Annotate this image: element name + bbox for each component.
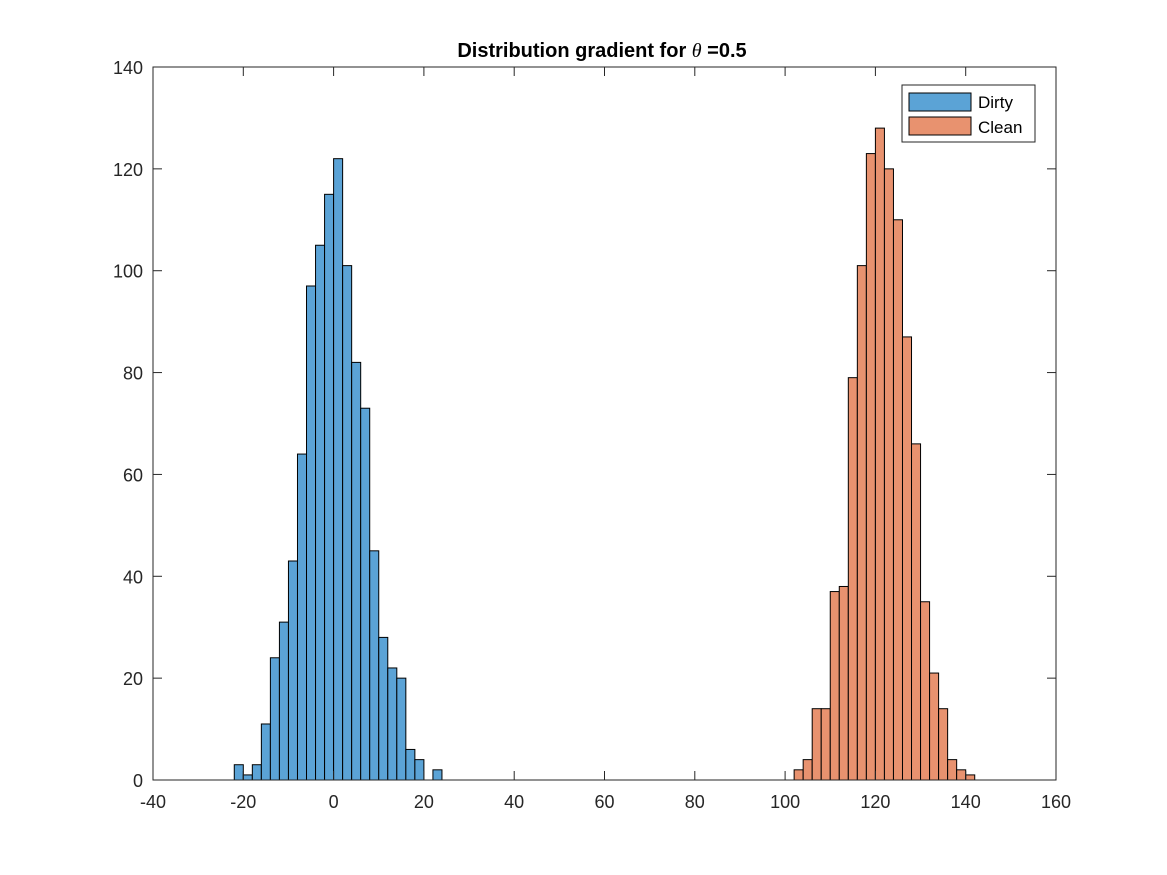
bar-clean-18: [956, 769, 967, 781]
legend-label-dirty: Dirty: [978, 93, 1013, 112]
bar-dirty-0: [233, 764, 244, 781]
x-tick-label: 40: [504, 792, 524, 812]
x-tick-label: 60: [594, 792, 614, 812]
y-tick-label: 60: [123, 465, 143, 485]
bar-dirty-8: [306, 285, 317, 781]
ticks-layer: -40 -20 0 20 40 60 80 100 120 140 160 0 20 40 60 80 100 1…: [113, 58, 1071, 812]
bar-dirty-20: [414, 759, 425, 781]
bar-clean-3: [820, 708, 831, 781]
chart-title-symbol: θ: [692, 40, 702, 62]
bar-dirty-6: [287, 560, 298, 781]
bar-dirty-14: [360, 407, 371, 781]
x-tick-label: 140: [951, 792, 981, 812]
bar-clean-14: [920, 601, 931, 781]
bar-clean-6: [847, 377, 858, 781]
bar-clean-10: [883, 168, 894, 781]
chart-title-prefix: Distribution gradient for: [457, 40, 691, 62]
bar-clean-1: [802, 759, 813, 781]
bar-dirty-16: [378, 636, 389, 781]
bar-dirty-11: [333, 158, 344, 781]
legend-swatch-clean: [908, 116, 972, 136]
x-tick-label: -20: [230, 792, 256, 812]
bar-clean-2: [811, 708, 822, 781]
bar-dirty-18: [396, 677, 407, 781]
x-tick-label: 160: [1041, 792, 1071, 812]
bars-layer: [233, 127, 976, 781]
bar-clean-0: [793, 769, 804, 781]
chart-title: Distribution gradient for θ =0.5: [457, 40, 746, 62]
bar-clean-17: [947, 759, 958, 781]
x-tick-label: 20: [414, 792, 434, 812]
legend-swatch-dirty: [908, 92, 972, 112]
legend-label-clean: Clean: [978, 118, 1022, 137]
bar-clean-11: [892, 219, 903, 781]
bar-dirty-1: [242, 774, 253, 781]
y-tick-label: 40: [123, 567, 143, 587]
bar-dirty-10: [324, 193, 335, 781]
bar-dirty-5: [278, 621, 289, 781]
bar-clean-12: [901, 336, 913, 781]
y-tick-label: 80: [123, 364, 143, 384]
x-tick-label: -40: [140, 792, 166, 812]
y-tick-label: 20: [123, 669, 143, 689]
x-tick-label: 100: [770, 792, 800, 812]
bar-dirty-3: [260, 723, 271, 781]
bar-dirty-22: [432, 769, 443, 781]
y-tick-label: 0: [133, 771, 143, 791]
x-tick-label: 80: [685, 792, 705, 812]
bar-dirty-13: [351, 361, 362, 781]
bar-dirty-12: [342, 265, 353, 781]
bar-clean-8: [865, 153, 876, 781]
bar-dirty-7: [296, 453, 308, 781]
y-tick-label: 100: [113, 262, 143, 282]
bar-clean-15: [929, 672, 940, 781]
bar-dirty-15: [369, 550, 380, 781]
x-tick-label: 120: [860, 792, 890, 812]
bar-clean-7: [856, 265, 867, 781]
bar-clean-19: [965, 774, 976, 781]
bar-dirty-9: [315, 244, 326, 781]
bar-clean-13: [911, 443, 922, 781]
bar-clean-16: [938, 708, 949, 781]
bar-dirty-2: [251, 764, 262, 781]
legend: Dirty Clean: [901, 84, 1036, 143]
y-tick-label: 120: [113, 160, 143, 180]
bar-dirty-17: [387, 667, 398, 781]
bar-clean-5: [838, 585, 849, 781]
bar-clean-9: [874, 127, 885, 781]
chart-title-suffix: =0.5: [702, 40, 747, 62]
y-tick-label: 140: [113, 58, 143, 78]
x-tick-label: 0: [329, 792, 339, 812]
bar-dirty-19: [405, 748, 416, 781]
bar-clean-4: [829, 591, 840, 781]
bar-dirty-4: [269, 657, 280, 781]
